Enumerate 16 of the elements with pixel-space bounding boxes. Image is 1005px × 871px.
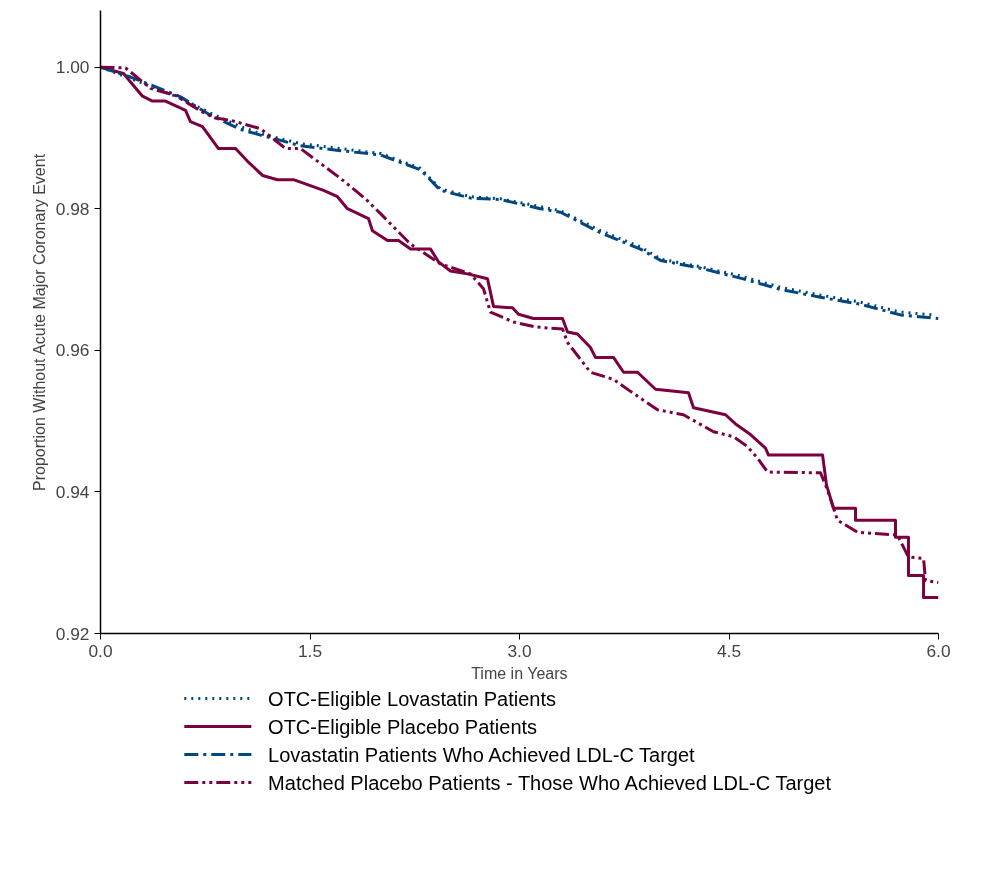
y-axis-title: Proportion Without Acute Major Coronary Event [30,153,48,491]
legend-label: Matched Placebo Patients - Those Who Achieved LDL-C Target [268,771,832,794]
y-tick-label: 0.98 [55,198,90,219]
y-tick-label: 1.00 [55,57,90,78]
legend-label: OTC-Eligible Placebo Patients [268,715,538,738]
y-tick-label: 0.96 [55,340,90,361]
x-tick-label: 6.0 [926,640,951,661]
legend-label: OTC-Eligible Lovastatin Patients [268,687,557,710]
y-tick-label: 0.94 [55,481,90,502]
x-tick-label: 1.5 [297,640,323,661]
x-axis-title: Time in Years [471,664,568,682]
y-tick-label: 0.92 [55,623,90,644]
x-tick-label: 3.0 [507,640,532,661]
x-tick-label: 4.5 [716,640,742,661]
legend-label: Lovastatin Patients Who Achieved LDL-C Target [268,743,696,766]
x-tick-label: 0.0 [88,640,113,661]
